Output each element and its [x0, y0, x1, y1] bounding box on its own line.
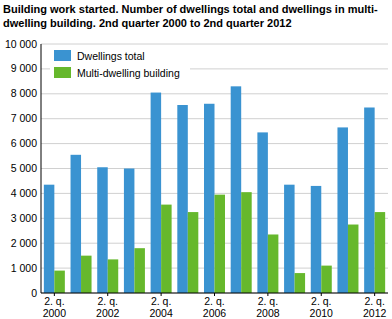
- bar: [257, 132, 268, 293]
- y-tick-label: 5 000: [11, 162, 37, 174]
- bar: [375, 212, 386, 293]
- bar: [71, 155, 82, 293]
- bar: [215, 195, 226, 293]
- x-tick-label: 2. q.2010: [310, 295, 334, 319]
- bars: [44, 86, 385, 293]
- bar: [151, 93, 162, 293]
- bar: [364, 107, 375, 293]
- bar: [284, 185, 295, 293]
- x-tick: [267, 293, 268, 296]
- bar: [188, 212, 199, 293]
- x-tick-label: 2. q.2000: [43, 295, 67, 319]
- x-tick: [54, 293, 55, 296]
- bar: [44, 185, 55, 293]
- x-tick-label: 2. q.2012: [363, 295, 387, 319]
- y-tick-label: 9 000: [11, 62, 37, 74]
- title: Building work started. Number of dwellin…: [3, 2, 389, 30]
- grid-line: [41, 44, 388, 45]
- y-tick-label: 10 000: [5, 38, 37, 50]
- bar: [97, 167, 108, 293]
- y-tick-label: 6 000: [11, 137, 37, 149]
- x-tick-label: 2. q.2002: [96, 295, 120, 319]
- legend-label: Multi-dwelling building: [77, 67, 180, 79]
- x-tick-label: 2. q.2006: [203, 295, 227, 319]
- legend-bg: [50, 47, 190, 84]
- y-tick-label: 1 000: [11, 262, 37, 274]
- bar: [81, 256, 92, 293]
- bar: [295, 273, 306, 293]
- bar: [134, 248, 145, 293]
- legend-swatch: [54, 50, 71, 61]
- plot: 0 1 000 2 000 3 000 4 000 5 000 6 000 7 000 8 00…: [0, 0, 392, 319]
- x-tick: [374, 293, 375, 296]
- bar: [108, 259, 119, 293]
- bar: [311, 186, 322, 293]
- x-tick-label: 2. q.2008: [256, 295, 280, 319]
- bar: [177, 105, 188, 293]
- y-tick-label: 8 000: [11, 87, 37, 99]
- bar: [204, 104, 215, 293]
- grid-line: [41, 93, 388, 94]
- x-tick: [107, 293, 108, 296]
- y-tick-label: 3 000: [11, 212, 37, 224]
- bar: [231, 86, 242, 293]
- bar: [321, 266, 332, 293]
- y-tick-label: 4 000: [11, 187, 37, 199]
- x-tick-label: 2. q.2004: [149, 295, 173, 319]
- legend: Dwellings total Multi-dwelling building: [50, 47, 190, 84]
- bar: [241, 192, 252, 293]
- y-axis: [41, 44, 42, 293]
- y-tick-label: 7 000: [11, 112, 37, 124]
- bar: [268, 234, 279, 293]
- bar: [337, 127, 348, 293]
- y-tick-label: 2 000: [11, 237, 37, 249]
- legend-swatch: [54, 67, 71, 78]
- bar: [348, 225, 359, 293]
- x-tick: [214, 293, 215, 296]
- x-tick: [321, 293, 322, 296]
- chart: Building work started. Number of dwellin…: [0, 0, 392, 319]
- x-tick: [161, 293, 162, 296]
- bar: [124, 169, 135, 294]
- legend-label: Dwellings total: [77, 50, 145, 62]
- bar: [161, 205, 172, 293]
- y-tick-label: 0: [31, 287, 37, 299]
- bar: [54, 271, 65, 293]
